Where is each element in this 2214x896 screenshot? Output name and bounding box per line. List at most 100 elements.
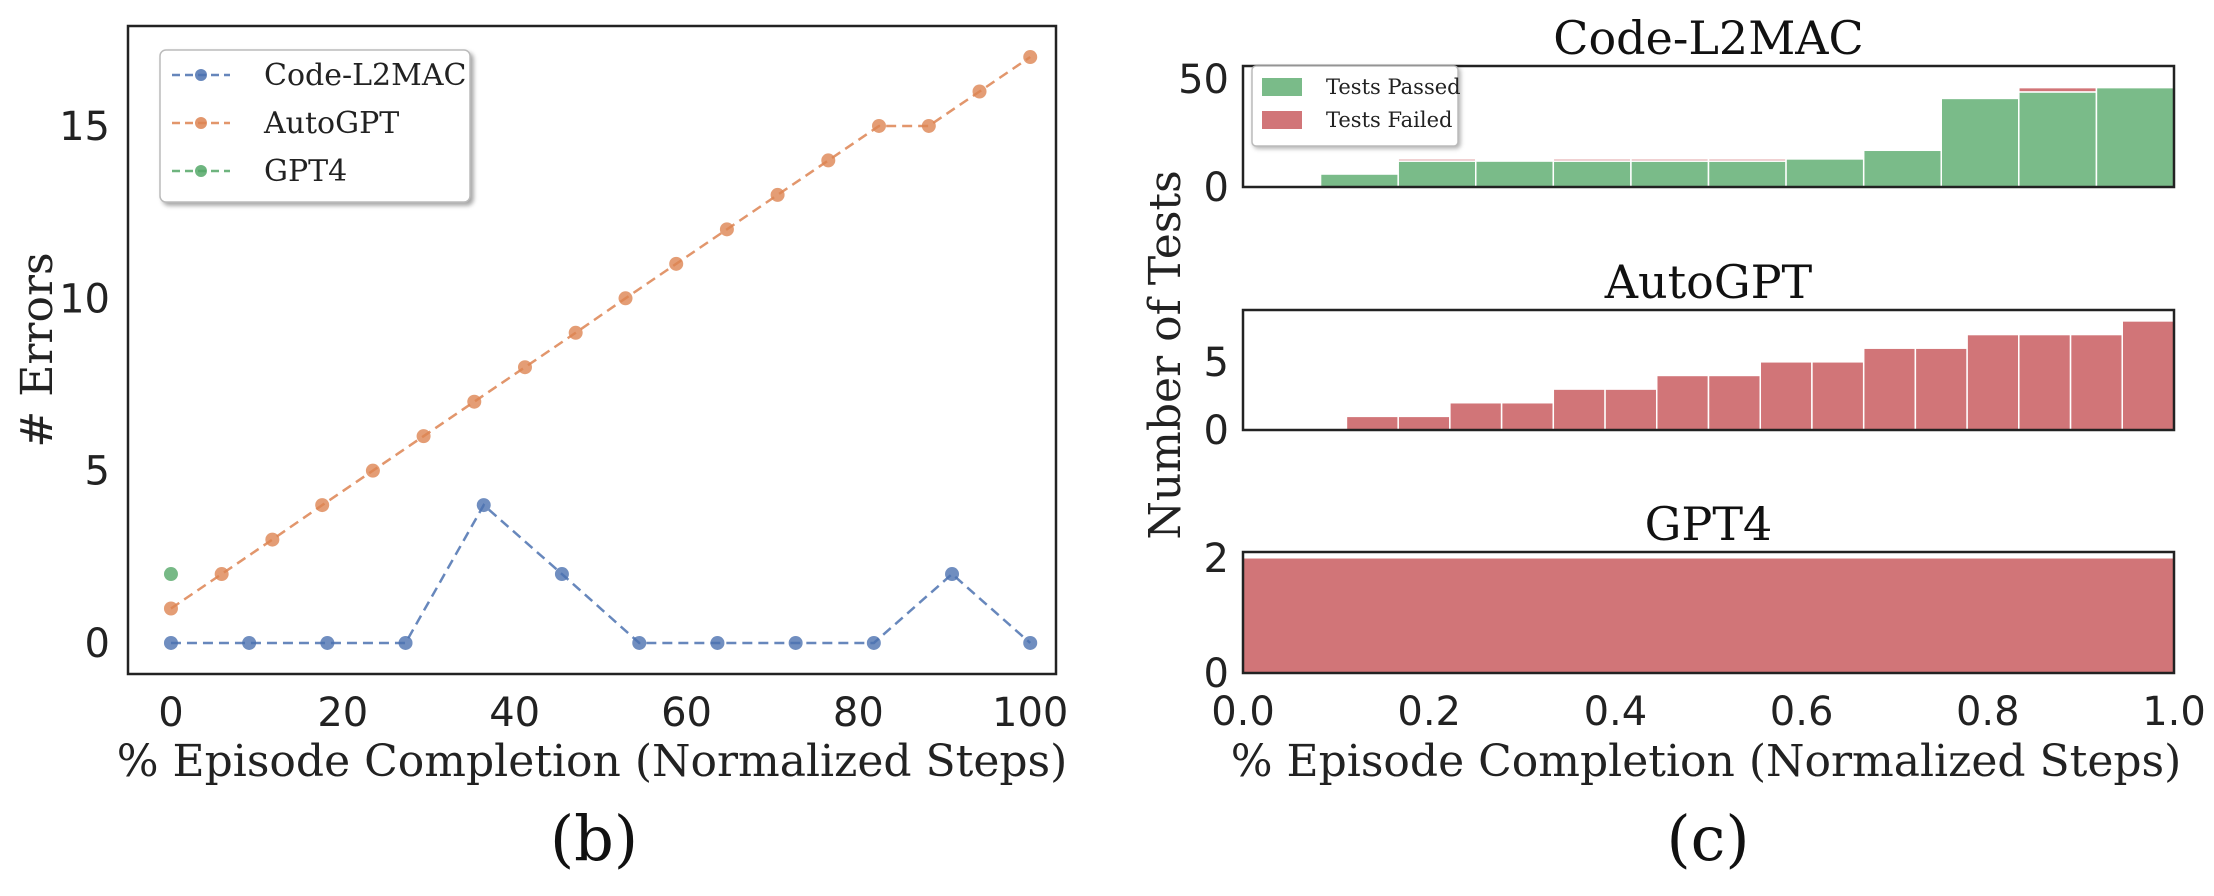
- legend-label: GPT4: [264, 154, 347, 189]
- data-point-code-l2mac: [710, 635, 725, 650]
- bar-tests-passed: [1785, 158, 1865, 188]
- x-axis-label-b: % Episode Completion (Normalized Steps): [117, 736, 1068, 787]
- bar-tests-failed: [1242, 557, 2175, 674]
- data-point-autogpt: [871, 118, 886, 133]
- legend-box-b: [159, 49, 471, 203]
- x-tick-label-c: 0.2: [1397, 689, 1461, 735]
- x-tick-label-b: 40: [489, 690, 540, 736]
- bar-tests-passed: [2095, 86, 2175, 188]
- x-tick-label-b: 0: [158, 690, 183, 736]
- bar-tests-failed: [1811, 361, 1865, 431]
- caption-b: (b): [550, 802, 638, 875]
- legend-box-c: [1251, 65, 1459, 147]
- bar-tests-failed: [1397, 158, 1477, 162]
- x-tick-label-b: 80: [833, 690, 884, 736]
- histogram-panel-gpt4: GPT4 0 2: [1204, 497, 2176, 697]
- bar-tests-failed: [1655, 374, 1710, 431]
- data-point-autogpt: [972, 84, 987, 99]
- legend-b: Code-L2MAC AutoGPT GPT4: [159, 49, 471, 203]
- bar-tests-failed: [2018, 86, 2098, 93]
- bar-tests-failed: [1707, 374, 1762, 431]
- bar-tests-passed: [2018, 91, 2098, 188]
- bar-tests-failed: [2069, 333, 2123, 431]
- y-tick-label-c: 5: [1204, 340, 1229, 386]
- x-tick-label-b: 100: [992, 690, 1068, 736]
- legend-label: Code-L2MAC: [264, 58, 466, 93]
- data-point-code-l2mac: [476, 498, 491, 513]
- legend-swatch-marker: [195, 69, 207, 81]
- bar-tests-failed: [1759, 361, 1813, 431]
- legend-swatch: [1262, 78, 1302, 96]
- y-tick-label-c: 2: [1204, 536, 1229, 582]
- data-point-autogpt: [568, 325, 583, 340]
- plot-frame-c: [1241, 64, 2176, 189]
- bar-tests-failed: [1966, 333, 2020, 431]
- bar-tests-failed: [1397, 415, 1451, 431]
- bar-tests-failed: [1345, 415, 1399, 431]
- y-tick-label-c: 50: [1178, 57, 1229, 103]
- data-point-autogpt: [821, 153, 836, 168]
- data-point-code-l2mac: [163, 635, 178, 650]
- panel-title: GPT4: [1645, 497, 1773, 551]
- data-point-code-l2mac: [945, 567, 960, 582]
- histogram-tests: Code-L2MAC 0 50 AutoGPT 0 5 GPT4 0 2 0.0 0.2 0.4 0.6…: [1140, 11, 2206, 875]
- x-tick-label-c: 0.4: [1584, 689, 1648, 735]
- data-point-code-l2mac: [632, 635, 647, 650]
- x-tick-label-c: 1.0: [2142, 689, 2206, 735]
- data-point-autogpt: [416, 429, 431, 444]
- bar-tests-passed: [1862, 149, 1943, 188]
- data-point-autogpt: [467, 394, 482, 409]
- bar-tests-passed: [1940, 97, 2020, 188]
- panel-title: Code-L2MAC: [1553, 11, 1863, 65]
- legend-swatch-marker: [195, 117, 207, 129]
- legend-swatch: [1262, 111, 1302, 129]
- data-point-code-l2mac: [788, 635, 803, 650]
- y-tick-label-b: 0: [85, 621, 110, 667]
- y-tick-label-b: 10: [59, 276, 110, 322]
- data-point-autogpt: [618, 291, 633, 306]
- bar-tests-passed: [1707, 160, 1787, 188]
- data-point-code-l2mac: [1023, 635, 1038, 650]
- data-point-autogpt: [315, 498, 330, 513]
- x-tick-label-b: 20: [317, 690, 368, 736]
- caption-c: (c): [1666, 802, 1749, 875]
- bar-tests-failed: [1630, 158, 1710, 162]
- x-tick-label-b: 60: [661, 690, 712, 736]
- x-tick-label-c: 0.0: [1211, 689, 1275, 735]
- legend-c: Tests Passed Tests Failed: [1251, 65, 1461, 147]
- data-point-code-l2mac: [398, 635, 413, 650]
- histogram-panel-autogpt: AutoGPT 0 5: [1204, 255, 2176, 454]
- data-point-code-l2mac: [866, 635, 881, 650]
- plot-frame-c: [1241, 550, 2176, 675]
- data-point-gpt4: [163, 567, 178, 582]
- bar-tests-failed: [1862, 347, 1917, 431]
- histogram-panel-code-l2mac: Code-L2MAC 0 50: [1178, 11, 2176, 211]
- data-point-autogpt: [669, 256, 684, 271]
- series-line-autogpt: [170, 55, 1031, 610]
- series-line-code-l2mac: [170, 503, 1032, 645]
- y-tick-label-c: 0: [1204, 165, 1229, 211]
- data-point-code-l2mac: [320, 635, 335, 650]
- bar-tests-failed: [1914, 347, 1968, 431]
- data-point-autogpt: [265, 532, 280, 547]
- legend-swatch-marker: [195, 165, 207, 177]
- bar-tests-failed: [1500, 401, 1555, 431]
- x-axis-label-c: % Episode Completion (Normalized Steps): [1231, 736, 2182, 787]
- bar-tests-failed: [1552, 158, 1632, 162]
- legend-label: Tests Passed: [1326, 75, 1461, 99]
- y-tick-label-c: 0: [1204, 408, 1229, 454]
- bar-tests-passed: [1397, 160, 1477, 188]
- data-point-autogpt: [719, 222, 734, 237]
- line-chart-errors: 0 20 40 60 80 100 0 5 10 15 # Errors % Episode Co…: [12, 24, 1068, 875]
- data-point-autogpt: [163, 601, 178, 616]
- bar-tests-failed: [1552, 388, 1606, 431]
- bar-tests-passed: [1630, 160, 1710, 188]
- bar-tests-failed: [2018, 333, 2072, 431]
- plot-frame-c: [1241, 308, 2176, 432]
- data-point-code-l2mac: [554, 567, 569, 582]
- legend-label: AutoGPT: [263, 106, 399, 141]
- bar-tests-failed: [1604, 388, 1658, 431]
- y-tick-label-c: 0: [1204, 651, 1229, 697]
- data-point-autogpt: [365, 463, 380, 478]
